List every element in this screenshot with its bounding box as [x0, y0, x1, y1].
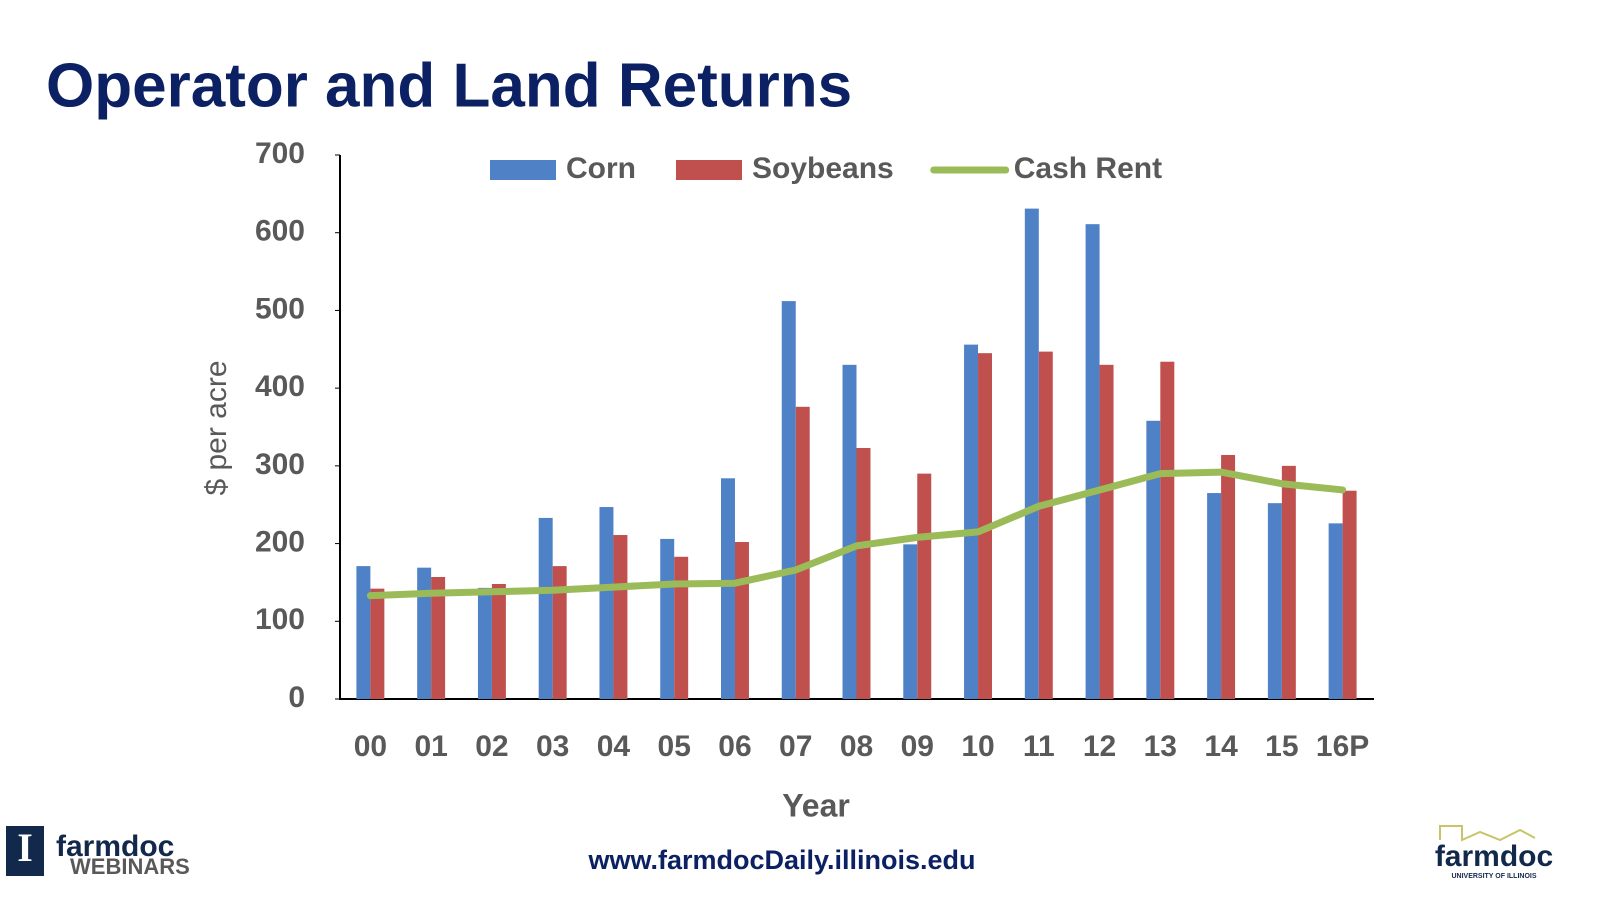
left-logo: I farmdoc WEBINARS — [6, 825, 190, 879]
logo-name: farmdoc — [1435, 840, 1553, 873]
footer-url: www.farmdocDaily.illinois.edu — [587, 845, 975, 875]
bar — [599, 507, 614, 699]
bar — [1085, 224, 1100, 699]
bar — [538, 517, 553, 699]
legend-label: Soybeans — [752, 152, 894, 185]
bar — [1342, 490, 1357, 699]
legend-swatch — [490, 160, 556, 180]
right-logo: farmdoc UNIVERSITY OF ILLINOIS — [1435, 825, 1553, 880]
bar — [842, 364, 857, 699]
y-tick-label: 600 — [255, 215, 305, 248]
x-tick-label: 14 — [1204, 730, 1238, 763]
bar — [477, 587, 492, 699]
logo-skyline — [1439, 825, 1536, 842]
legend-label: Cash Rent — [1014, 152, 1162, 185]
bar — [903, 544, 918, 699]
logo-mark: I — [17, 825, 33, 870]
x-tick-label: 09 — [901, 730, 934, 763]
x-tick-label: 16P — [1316, 730, 1369, 763]
bar — [1267, 503, 1282, 699]
x-tick-label: 15 — [1265, 730, 1298, 763]
bar — [917, 473, 932, 699]
x-tick-label: 11 — [1023, 730, 1055, 763]
y-tick-label: 100 — [255, 603, 305, 636]
bar — [795, 406, 810, 699]
bar — [660, 538, 675, 699]
line — [366, 468, 1347, 600]
chart-title: Operator and Land Returns — [46, 51, 852, 120]
bar — [1221, 454, 1236, 699]
bar — [613, 535, 628, 699]
y-tick-label: 700 — [255, 137, 305, 170]
y-tick-label: 300 — [255, 448, 305, 481]
bar — [356, 566, 371, 699]
bar — [552, 566, 567, 699]
y-tick-label: 400 — [255, 370, 305, 403]
bar — [1207, 493, 1222, 699]
x-tick-label: 13 — [1144, 730, 1177, 763]
bar — [720, 478, 735, 699]
x-tick-label: 08 — [840, 730, 873, 763]
bar — [1160, 361, 1175, 699]
y-axis-label: $ per acre — [200, 360, 233, 495]
bar — [1099, 364, 1114, 699]
y-tick-label: 200 — [255, 525, 305, 558]
x-tick-label: 12 — [1083, 730, 1116, 763]
x-tick-label: 05 — [658, 730, 691, 763]
bar — [856, 447, 871, 699]
x-tick-label: 03 — [536, 730, 569, 763]
bar — [1281, 465, 1296, 699]
logo-sub: UNIVERSITY OF ILLINOIS — [1451, 873, 1536, 880]
bar — [1024, 208, 1039, 699]
x-axis-label: Year — [782, 787, 850, 823]
bar — [674, 556, 689, 699]
bar — [1146, 420, 1161, 699]
bar — [417, 567, 432, 699]
y-tick-label: 500 — [255, 292, 305, 325]
legend-label: Corn — [566, 152, 636, 185]
x-tick-label: 06 — [718, 730, 751, 763]
x-tick-label: 00 — [354, 730, 387, 763]
x-tick-label: 01 — [414, 730, 447, 763]
logo-block — [6, 826, 44, 876]
x-tick-label: 07 — [779, 730, 812, 763]
x-tick-label: 02 — [475, 730, 508, 763]
bar — [1328, 523, 1343, 699]
legend-swatch — [676, 160, 742, 180]
y-tick-label: 0 — [288, 681, 305, 714]
bar — [781, 301, 796, 699]
bar — [734, 542, 749, 699]
logo-sub: WEBINARS — [70, 854, 190, 879]
bar — [964, 344, 979, 699]
bar — [431, 576, 446, 699]
x-tick-label: 10 — [961, 730, 994, 763]
x-tick-label: 04 — [597, 730, 631, 763]
bar — [370, 588, 385, 699]
bar — [1038, 351, 1053, 699]
logo-name: farmdoc — [56, 830, 174, 863]
bar — [491, 583, 506, 699]
